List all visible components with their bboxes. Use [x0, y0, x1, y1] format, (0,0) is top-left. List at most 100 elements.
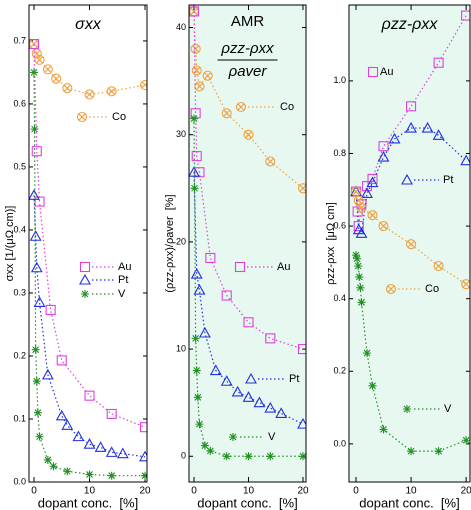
series-line: [193, 11, 304, 350]
marker: [461, 10, 470, 21]
legend-label: Co: [280, 101, 294, 113]
marker: [221, 290, 232, 301]
marker: [229, 433, 237, 441]
marker: [29, 68, 38, 77]
marker: [378, 141, 389, 152]
marker: [63, 467, 72, 476]
marker: [29, 230, 42, 241]
frame: [28, 4, 148, 483]
legend-label: Au: [380, 66, 393, 78]
marker: [193, 393, 202, 402]
y-tick-label: 0.1: [13, 413, 26, 423]
marker: [243, 317, 254, 328]
marker: [189, 166, 200, 177]
marker: [29, 189, 40, 200]
y-tick-label: 0.6: [13, 98, 26, 108]
marker: [433, 57, 444, 68]
marker: [405, 121, 418, 133]
marker: [367, 210, 378, 221]
marker: [356, 283, 365, 292]
y-tick-label: 30: [176, 129, 186, 139]
x-axis-label: dopant conc. [%]: [359, 495, 459, 510]
marker: [367, 173, 378, 184]
marker: [355, 227, 368, 238]
marker: [265, 333, 276, 344]
y-tick-label: 1.0: [333, 75, 346, 85]
marker: [190, 43, 201, 54]
marker: [355, 272, 364, 281]
marker: [462, 436, 470, 445]
marker: [432, 129, 445, 140]
marker: [76, 111, 88, 123]
marker: [361, 187, 373, 198]
marker: [235, 101, 247, 113]
legend-label: Co: [112, 111, 126, 123]
marker: [406, 239, 417, 250]
y-tick-label: 0.4: [13, 224, 26, 234]
marker: [434, 447, 443, 456]
formula-numerator: ρzz-ρxx: [220, 40, 274, 57]
legend-label: V: [268, 431, 276, 443]
x-axis-label: dopant conc. [%]: [38, 495, 138, 510]
marker: [106, 86, 117, 97]
marker: [51, 73, 62, 84]
legend-label: Au: [277, 261, 290, 273]
marker: [461, 279, 470, 290]
chart-title: AMR: [231, 13, 265, 30]
marker: [222, 452, 231, 461]
marker: [356, 202, 367, 213]
x-tick-label: 10: [84, 486, 96, 497]
series-line: [355, 191, 467, 285]
marker: [264, 401, 277, 413]
marker: [205, 252, 216, 264]
marker: [195, 420, 204, 429]
marker: [299, 452, 306, 461]
marker: [139, 422, 147, 433]
marker: [353, 221, 364, 232]
y-axis-label: σxx [1/(μΩ cm)]: [4, 206, 16, 282]
x-tick-label: 10: [243, 486, 255, 497]
plot-content: [189, 6, 306, 461]
marker: [265, 156, 276, 167]
x-tick-label: 20: [461, 486, 471, 497]
marker: [406, 101, 417, 112]
series-layer: [350, 10, 470, 456]
marker: [107, 471, 116, 480]
marker: [84, 390, 95, 401]
marker: [363, 349, 372, 358]
x-tick-label: 20: [139, 486, 151, 497]
marker: [401, 173, 413, 185]
frame: [348, 4, 471, 483]
marker: [84, 89, 95, 100]
marker: [191, 334, 200, 343]
y-tick-label: 0.8: [333, 148, 346, 158]
marker: [85, 470, 94, 479]
legend-label: V: [444, 403, 452, 415]
marker: [378, 221, 389, 232]
marker: [41, 368, 54, 380]
marker: [105, 446, 118, 457]
marker: [62, 83, 73, 94]
marker: [94, 441, 107, 452]
marker: [379, 425, 388, 434]
y-tick-label: 0.2: [333, 366, 346, 376]
plot-content: [350, 10, 470, 456]
marker: [55, 409, 68, 421]
marker: [45, 304, 56, 316]
marker: [190, 184, 199, 193]
marker: [368, 381, 377, 390]
y-tick-label: 0.5: [13, 161, 26, 171]
legend-label: Co: [425, 283, 439, 295]
marker: [34, 54, 45, 65]
y-tick-label: 20: [176, 236, 186, 246]
marker: [31, 146, 42, 157]
marker: [253, 396, 266, 408]
x-tick-label: 0: [31, 486, 37, 497]
marker: [198, 326, 211, 338]
series-line: [33, 72, 146, 477]
frame: [188, 4, 307, 483]
series-line: [33, 195, 146, 458]
marker: [56, 355, 67, 366]
legend-label: Pt: [443, 174, 453, 186]
